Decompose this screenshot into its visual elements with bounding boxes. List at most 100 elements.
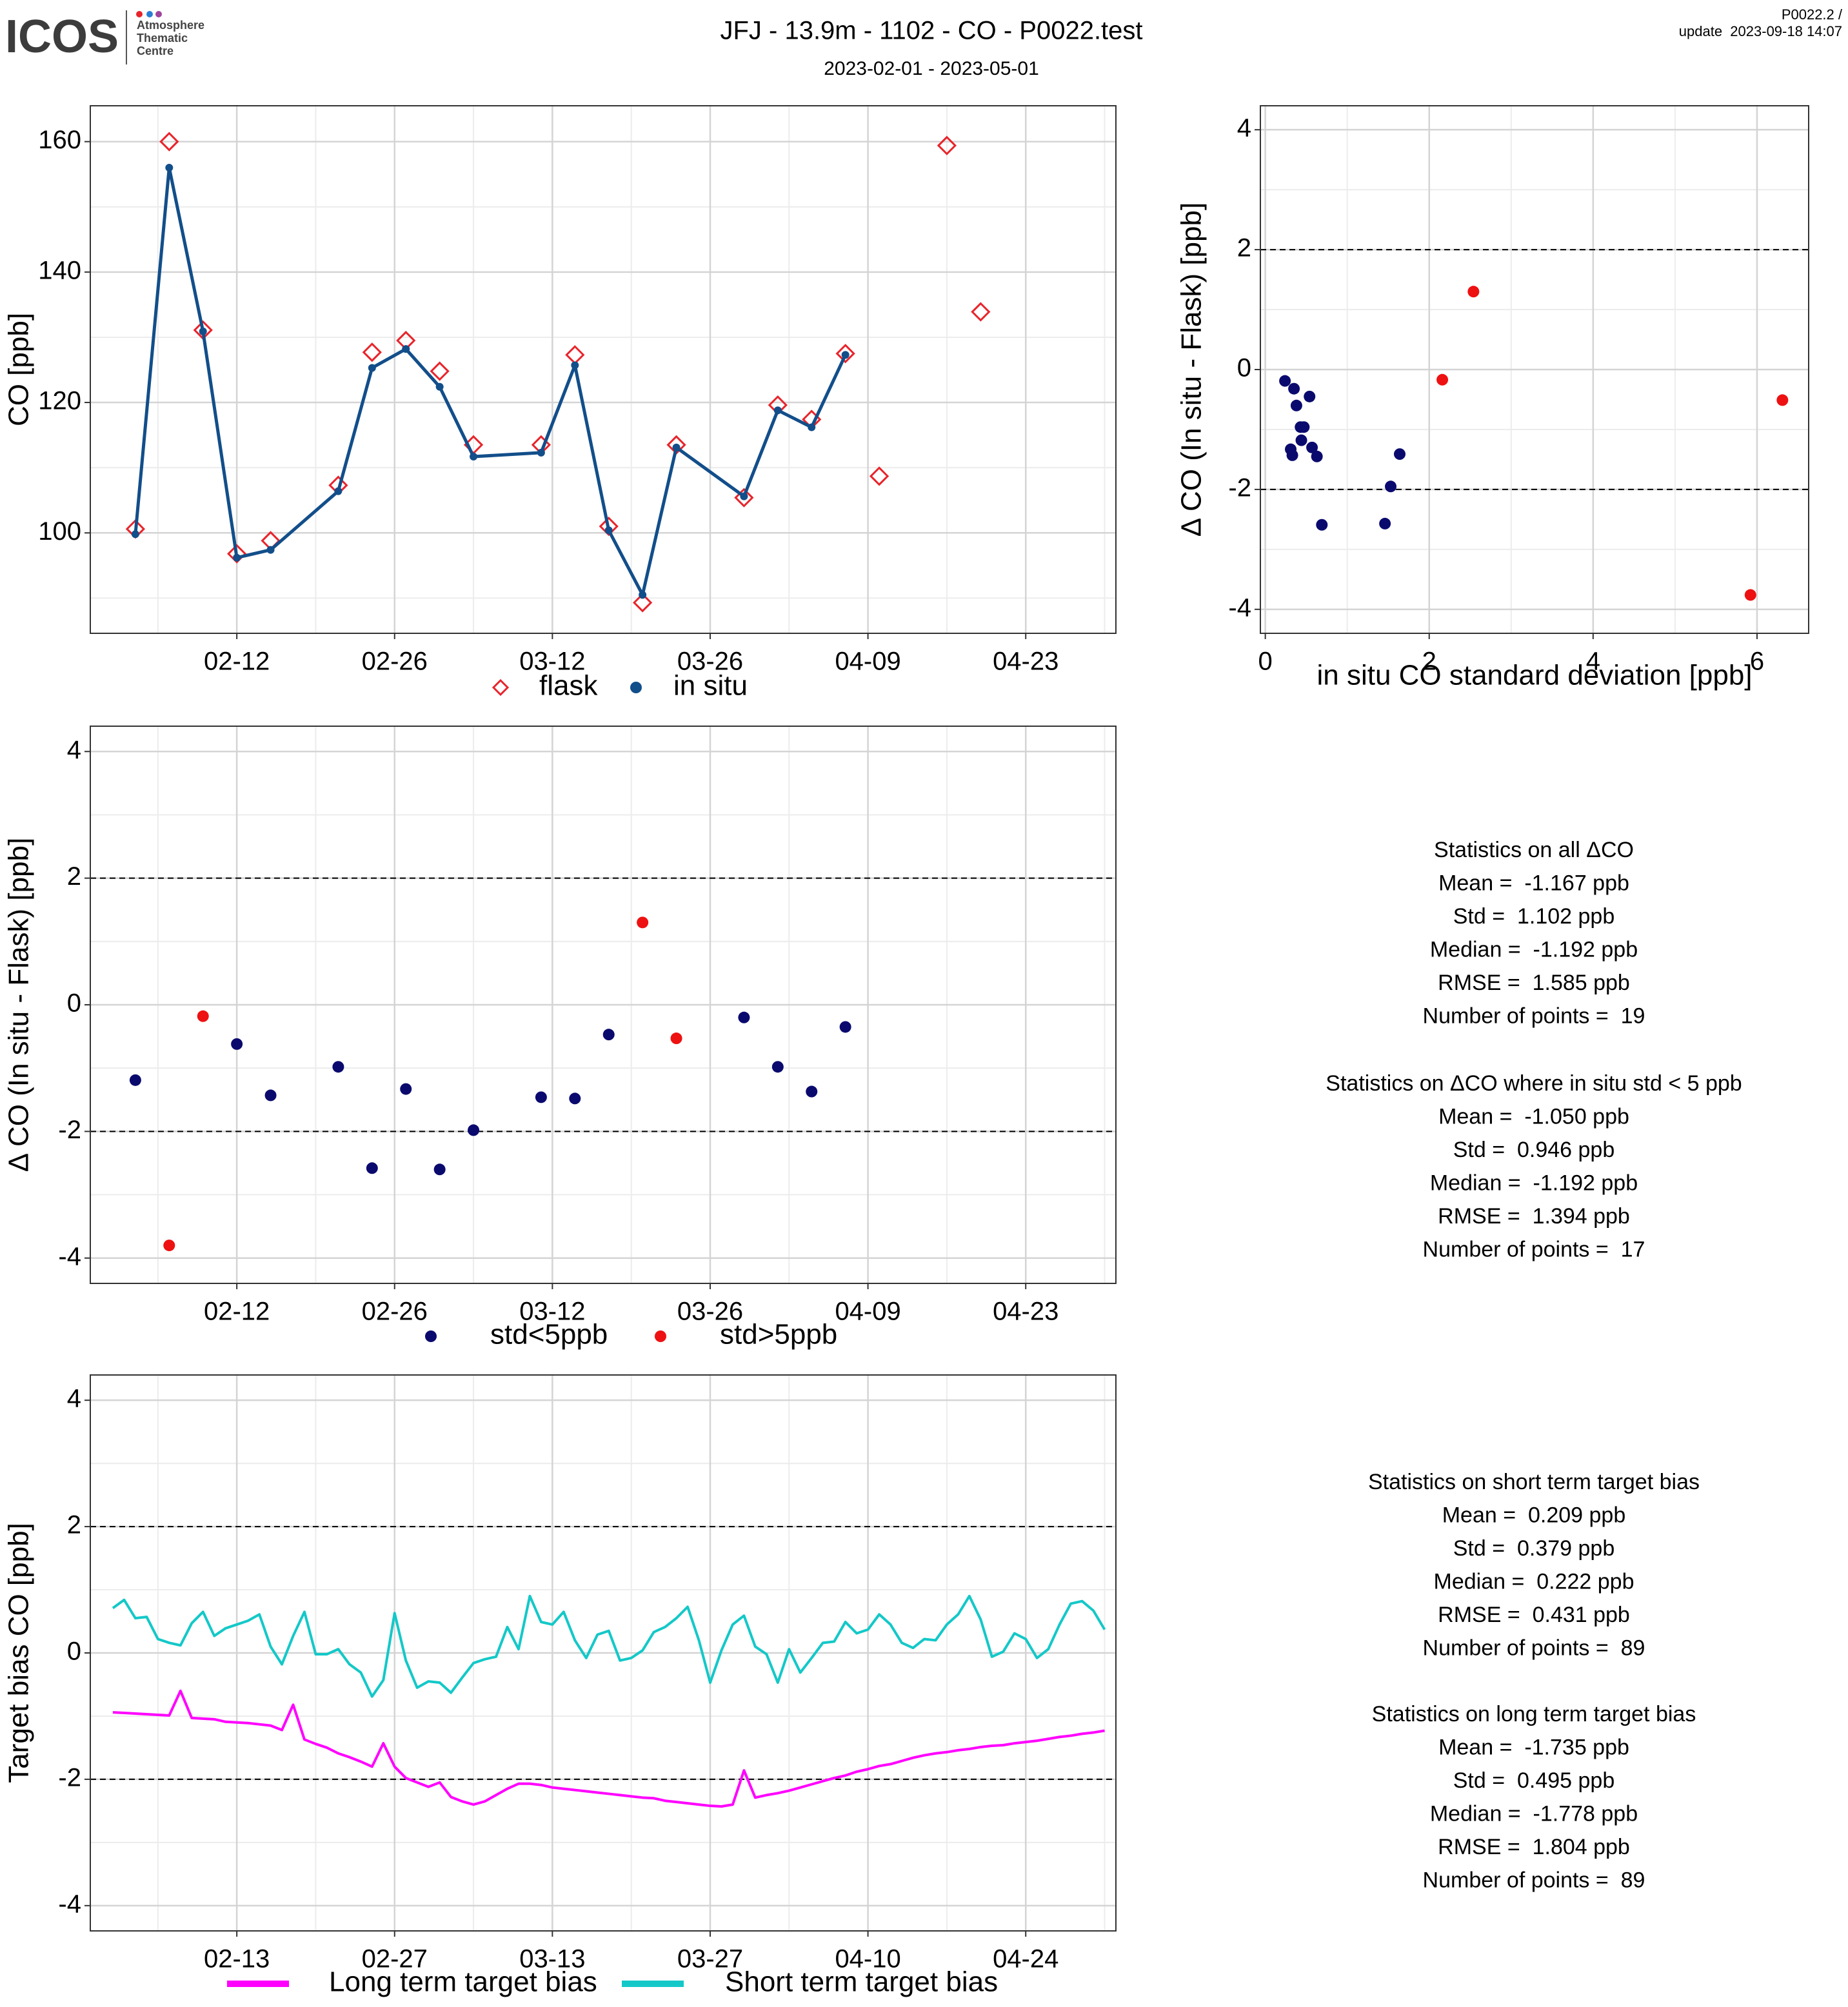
point — [1304, 390, 1316, 402]
point — [264, 1089, 277, 1102]
plot-border — [90, 726, 1117, 1284]
point — [199, 327, 207, 335]
point — [402, 345, 410, 353]
x-tick-label: 03-12 — [519, 648, 585, 676]
logo-dot — [146, 11, 153, 17]
y-tick-label: 2 — [67, 1511, 81, 1539]
legend-symbol — [425, 1330, 437, 1342]
point — [165, 164, 174, 172]
stats-line: Mean = 0.209 ppb — [1442, 1503, 1626, 1527]
stats-line: Number of points = 17 — [1423, 1237, 1645, 1261]
stats-line: Mean = -1.167 ppb — [1438, 871, 1629, 895]
point — [806, 1085, 818, 1098]
y-tick-label: 2 — [1237, 234, 1251, 262]
legend-label: Long term target bias — [329, 1966, 597, 1998]
point — [163, 1240, 175, 1252]
flask-marker — [159, 132, 179, 152]
stats-line: Std = 0.495 ppb — [1453, 1768, 1615, 1793]
point — [433, 1163, 446, 1176]
x-tick-label: 02-26 — [362, 1298, 428, 1326]
stats-line: RMSE = 1.804 ppb — [1438, 1835, 1630, 1859]
y-tick-label: 160 — [38, 126, 81, 154]
stats-line: Median = -1.192 ppb — [1430, 937, 1638, 962]
x-tick-label: 02-13 — [204, 1945, 270, 1973]
x-tick-label: 04-23 — [993, 1298, 1058, 1326]
logo-text: Atmosphere — [137, 19, 204, 32]
point — [1306, 441, 1318, 453]
y-axis-label: Δ CO (In situ - Flask) [ppb] — [1176, 203, 1207, 537]
stats-line: Median = 0.222 ppb — [1434, 1569, 1634, 1594]
series-line — [112, 1594, 1106, 1698]
logo-dot — [155, 11, 162, 17]
y-axis-label: Target bias CO [ppb] — [3, 1523, 35, 1783]
y-tick-label: 4 — [67, 736, 81, 764]
plot-border — [90, 1374, 1117, 1932]
point — [332, 1061, 344, 1073]
subtitle: 2023-02-01 - 2023-05-01 — [824, 58, 1039, 79]
version: P0022.2 / — [1782, 6, 1843, 23]
point — [368, 364, 376, 372]
plot-panel — [90, 106, 1116, 633]
x-axis-label: in situ CO standard deviation [ppb] — [1316, 660, 1752, 691]
point — [1279, 375, 1291, 387]
x-tick-label: 02-27 — [362, 1945, 428, 1973]
point — [604, 526, 613, 535]
y-tick-label: -2 — [58, 1116, 81, 1144]
point — [602, 1029, 615, 1041]
stats-line: Mean = -1.735 ppb — [1438, 1735, 1629, 1759]
x-tick-label: 0 — [1258, 648, 1272, 676]
x-tick-label: 2 — [1422, 648, 1436, 676]
flask-marker — [633, 593, 653, 613]
stats-line: RMSE = 1.394 ppb — [1438, 1204, 1630, 1229]
y-tick-label: 100 — [38, 517, 81, 546]
point — [334, 487, 343, 495]
y-tick-label: 4 — [67, 1385, 81, 1413]
y-tick-label: -4 — [1228, 593, 1251, 622]
point — [672, 443, 681, 451]
legend-symbol — [630, 682, 642, 693]
point — [231, 1038, 243, 1050]
stats-line: RMSE = 1.585 ppb — [1438, 971, 1630, 995]
stats-line: Median = -1.192 ppb — [1430, 1171, 1638, 1195]
stats-line: RMSE = 0.431 ppb — [1438, 1603, 1630, 1627]
legend-label: std>5ppb — [720, 1319, 837, 1350]
point — [1776, 394, 1789, 406]
stats-line: Std = 0.946 ppb — [1453, 1138, 1615, 1162]
x-tick-label: 04-10 — [835, 1945, 900, 1973]
legend-label: flask — [539, 670, 598, 702]
stats-line: Mean = -1.050 ppb — [1438, 1104, 1629, 1129]
logo: ICOS — [5, 11, 119, 63]
y-axis-label: CO [ppb] — [3, 313, 35, 426]
x-tick-label: 04-09 — [835, 648, 900, 676]
y-tick-label: 140 — [38, 256, 81, 284]
point — [639, 591, 647, 599]
flask-marker — [971, 302, 991, 322]
x-tick-label: 4 — [1586, 648, 1600, 676]
x-tick-label: 02-12 — [204, 648, 270, 676]
point — [1288, 382, 1300, 395]
point — [1379, 517, 1391, 529]
point — [1467, 286, 1480, 298]
point — [839, 1021, 851, 1033]
flask-marker — [599, 517, 619, 537]
logo-text: Centre — [137, 44, 174, 57]
point — [571, 361, 579, 370]
point — [1436, 373, 1449, 386]
point — [670, 1033, 682, 1045]
point — [1298, 421, 1310, 433]
y-axis-label: Δ CO (In situ - Flask) [ppb] — [3, 838, 35, 1172]
point — [1290, 399, 1302, 411]
y-tick-label: 2 — [67, 862, 81, 891]
x-tick-label: 6 — [1750, 648, 1764, 676]
point — [400, 1083, 412, 1095]
stats-title: Statistics on ΔCO where in situ std < 5 … — [1326, 1071, 1742, 1096]
x-tick-label: 03-13 — [519, 1945, 585, 1973]
point — [808, 423, 816, 431]
point — [233, 553, 241, 562]
flask-marker — [937, 135, 957, 155]
point — [470, 452, 478, 460]
point — [1286, 449, 1298, 461]
x-tick-label: 04-09 — [835, 1298, 900, 1326]
y-tick-label: 0 — [67, 1637, 81, 1666]
